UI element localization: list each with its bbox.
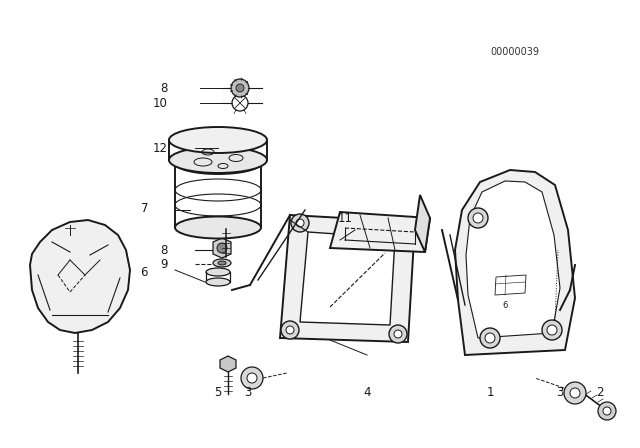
- Polygon shape: [300, 232, 395, 325]
- Text: 4: 4: [364, 385, 371, 399]
- Text: 6: 6: [502, 301, 508, 310]
- Text: 3: 3: [556, 385, 564, 399]
- Text: 3: 3: [244, 385, 252, 399]
- Circle shape: [389, 325, 407, 343]
- Circle shape: [286, 326, 294, 334]
- Polygon shape: [415, 195, 430, 252]
- Circle shape: [547, 325, 557, 335]
- Text: 5: 5: [214, 385, 221, 399]
- Text: 11: 11: [337, 211, 353, 224]
- Ellipse shape: [169, 147, 267, 173]
- Ellipse shape: [175, 152, 261, 174]
- Circle shape: [564, 382, 586, 404]
- Ellipse shape: [206, 278, 230, 286]
- Circle shape: [281, 321, 299, 339]
- Circle shape: [236, 84, 244, 92]
- Text: 6: 6: [141, 266, 148, 279]
- Polygon shape: [466, 181, 560, 338]
- Circle shape: [241, 367, 263, 389]
- Circle shape: [296, 219, 304, 227]
- Polygon shape: [495, 275, 526, 295]
- Circle shape: [217, 243, 227, 253]
- Text: 12: 12: [153, 142, 168, 155]
- Text: 9: 9: [161, 258, 168, 271]
- Text: 1: 1: [486, 385, 493, 399]
- Circle shape: [247, 373, 257, 383]
- Ellipse shape: [218, 261, 226, 265]
- Circle shape: [396, 221, 414, 239]
- Circle shape: [473, 213, 483, 223]
- Text: 8: 8: [161, 244, 168, 257]
- Ellipse shape: [206, 268, 230, 276]
- Circle shape: [485, 333, 495, 343]
- Text: 10: 10: [153, 96, 168, 109]
- Circle shape: [542, 320, 562, 340]
- Text: 8: 8: [161, 82, 168, 95]
- Text: 00000039: 00000039: [490, 47, 539, 57]
- Polygon shape: [220, 356, 236, 372]
- Polygon shape: [330, 212, 430, 252]
- Circle shape: [598, 402, 616, 420]
- Polygon shape: [30, 220, 130, 333]
- Circle shape: [231, 79, 249, 97]
- Circle shape: [480, 328, 500, 348]
- Polygon shape: [280, 215, 415, 342]
- Ellipse shape: [169, 127, 267, 153]
- Circle shape: [468, 208, 488, 228]
- Circle shape: [603, 407, 611, 415]
- Text: 7: 7: [141, 202, 148, 215]
- Circle shape: [570, 388, 580, 398]
- Circle shape: [401, 226, 409, 234]
- Circle shape: [232, 95, 248, 111]
- Text: 2: 2: [596, 385, 604, 399]
- Circle shape: [394, 330, 402, 338]
- Polygon shape: [455, 170, 575, 355]
- Circle shape: [291, 214, 309, 232]
- Ellipse shape: [175, 216, 261, 238]
- Ellipse shape: [213, 259, 231, 267]
- Polygon shape: [213, 238, 231, 258]
